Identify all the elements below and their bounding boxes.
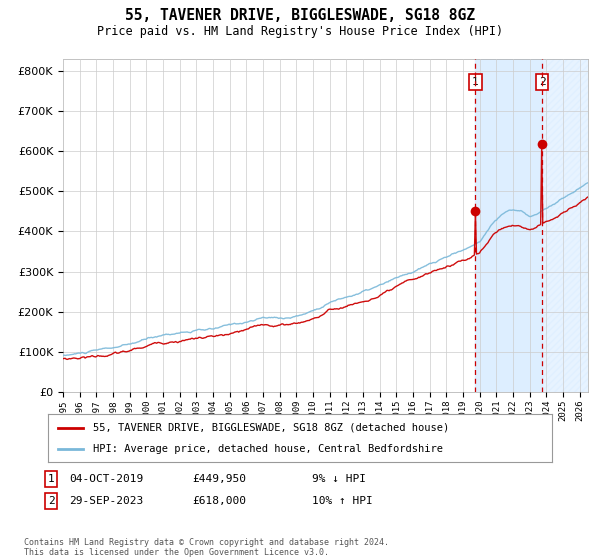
Text: £618,000: £618,000 — [192, 496, 246, 506]
Text: 29-SEP-2023: 29-SEP-2023 — [69, 496, 143, 506]
Bar — [475, 59, 542, 392]
Text: 55, TAVENER DRIVE, BIGGLESWADE, SG18 8GZ (detached house): 55, TAVENER DRIVE, BIGGLESWADE, SG18 8GZ… — [94, 423, 449, 433]
Text: 9% ↓ HPI: 9% ↓ HPI — [312, 474, 366, 484]
Text: 1: 1 — [47, 474, 55, 484]
Bar — [542, 59, 600, 392]
Text: 2: 2 — [539, 77, 545, 87]
Text: HPI: Average price, detached house, Central Bedfordshire: HPI: Average price, detached house, Cent… — [94, 444, 443, 454]
Text: Price paid vs. HM Land Registry's House Price Index (HPI): Price paid vs. HM Land Registry's House … — [97, 25, 503, 38]
Text: 2: 2 — [47, 496, 55, 506]
Text: 10% ↑ HPI: 10% ↑ HPI — [312, 496, 373, 506]
Text: Contains HM Land Registry data © Crown copyright and database right 2024.
This d: Contains HM Land Registry data © Crown c… — [24, 538, 389, 557]
Text: 04-OCT-2019: 04-OCT-2019 — [69, 474, 143, 484]
Text: 1: 1 — [472, 77, 479, 87]
Text: £449,950: £449,950 — [192, 474, 246, 484]
Text: 55, TAVENER DRIVE, BIGGLESWADE, SG18 8GZ: 55, TAVENER DRIVE, BIGGLESWADE, SG18 8GZ — [125, 8, 475, 24]
